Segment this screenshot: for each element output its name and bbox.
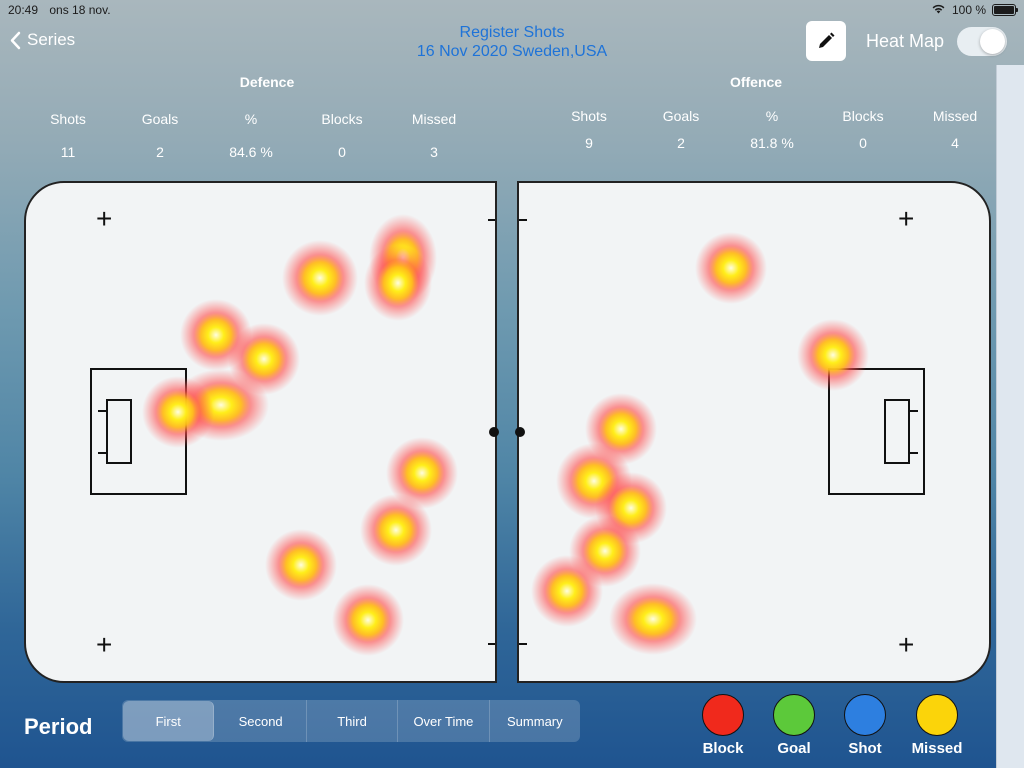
period-tab-third[interactable]: Third <box>307 700 399 742</box>
heat-spots <box>531 232 869 655</box>
side-scroll-panel[interactable] <box>996 65 1024 768</box>
period-label: Period <box>24 714 93 739</box>
heatmap-toggle[interactable] <box>957 27 1007 56</box>
offence-heatmap <box>531 232 925 655</box>
defence-value: 11 <box>60 144 76 160</box>
offence-col-percent: % 81.8 % <box>727 108 817 151</box>
offence-col-goals: Goals 2 <box>636 108 726 151</box>
goal-button[interactable]: Goal <box>764 694 824 757</box>
back-button[interactable]: Series <box>10 30 75 50</box>
toggle-knob <box>980 29 1005 54</box>
corner-mark: + <box>96 629 113 660</box>
offence-col-shots: Shots 9 <box>544 108 634 151</box>
offence-col-missed: Missed 4 <box>910 108 1000 151</box>
defence-col-shots: Shots 11 <box>23 111 113 160</box>
back-label: Series <box>27 30 76 49</box>
period-tab-second[interactable]: Second <box>215 700 307 742</box>
page-title-line2: 16 Nov 2020 Sweden,USA <box>416 43 608 60</box>
offence-header: % <box>765 108 779 124</box>
shot-label: Shot <box>848 740 882 757</box>
block-label: Block <box>702 740 744 757</box>
defence-col-goals: Goals 2 <box>115 111 205 160</box>
defence-header: Shots <box>50 111 86 127</box>
pencil-icon <box>819 32 835 48</box>
midline-tick <box>488 643 495 645</box>
midline-tick <box>519 643 527 645</box>
defence-value: 84.6 % <box>229 144 273 160</box>
corner-mark: + <box>96 203 113 234</box>
defence-header: Goals <box>141 111 179 127</box>
missed-label: Missed <box>911 740 963 757</box>
status-date: ons 18 nov. <box>49 3 111 17</box>
offence-title: Offence <box>729 74 783 90</box>
period-segmented-control: First Second Third Over Time Summary <box>122 700 580 742</box>
status-time: 20:49 <box>8 3 39 17</box>
offence-header: Blocks <box>842 108 884 124</box>
midline-tick <box>519 219 527 221</box>
defence-col-percent: % 84.6 % <box>206 111 296 160</box>
offence-court[interactable]: + + <box>517 181 991 683</box>
offence-header: Goals <box>662 108 700 124</box>
corner-mark: + <box>898 629 915 660</box>
block-color-dot <box>702 694 744 736</box>
wifi-icon <box>931 3 946 17</box>
battery-percent: 100 % <box>951 3 986 17</box>
midline-tick <box>488 219 495 221</box>
offence-header: Shots <box>571 108 607 124</box>
status-bar: 20:49 ons 18 nov. 100 % <box>0 0 1024 20</box>
missed-button[interactable]: Missed <box>907 694 967 757</box>
edit-button[interactable] <box>806 21 846 61</box>
page-title-line1: Register Shots <box>459 24 565 41</box>
defence-col-blocks: Blocks 0 <box>297 111 387 160</box>
page-title: Register Shots 16 Nov 2020 Sweden,USA <box>0 23 1024 61</box>
goal-color-dot <box>773 694 815 736</box>
period-tab-summary[interactable]: Summary <box>507 713 563 729</box>
center-dot <box>515 427 525 437</box>
chevron-left-icon <box>10 31 21 49</box>
battery-icon <box>992 4 1018 16</box>
block-button[interactable]: Block <box>693 694 753 757</box>
defence-title: Defence <box>239 74 295 90</box>
offence-header: Missed <box>932 108 978 124</box>
defence-value: 0 <box>338 144 346 160</box>
shot-color-dot <box>844 694 886 736</box>
defence-court[interactable]: + + <box>24 181 497 683</box>
center-dot <box>489 427 499 437</box>
offence-value: 4 <box>951 135 959 151</box>
heatmap-label: Heat Map <box>866 31 945 51</box>
period-tab-first[interactable]: First <box>123 701 215 741</box>
defence-header: Missed <box>411 111 457 127</box>
defence-value: 2 <box>156 144 164 160</box>
defence-heatmap <box>90 214 458 656</box>
offence-value: 0 <box>859 135 867 151</box>
defence-value: 3 <box>430 144 438 160</box>
corner-mark: + <box>898 203 915 234</box>
heat-spots <box>142 214 458 656</box>
goal-label: Goal <box>777 740 811 757</box>
offence-value: 9 <box>585 135 593 151</box>
defence-header: Blocks <box>321 111 363 127</box>
offence-col-blocks: Blocks 0 <box>818 108 908 151</box>
period-tab-overtime[interactable]: Over Time <box>398 700 490 742</box>
missed-color-dot <box>916 694 958 736</box>
shot-button[interactable]: Shot <box>835 694 895 757</box>
offence-value: 2 <box>677 135 685 151</box>
defence-header: % <box>244 111 258 127</box>
defence-col-missed: Missed 3 <box>389 111 479 160</box>
offence-value: 81.8 % <box>750 135 794 151</box>
